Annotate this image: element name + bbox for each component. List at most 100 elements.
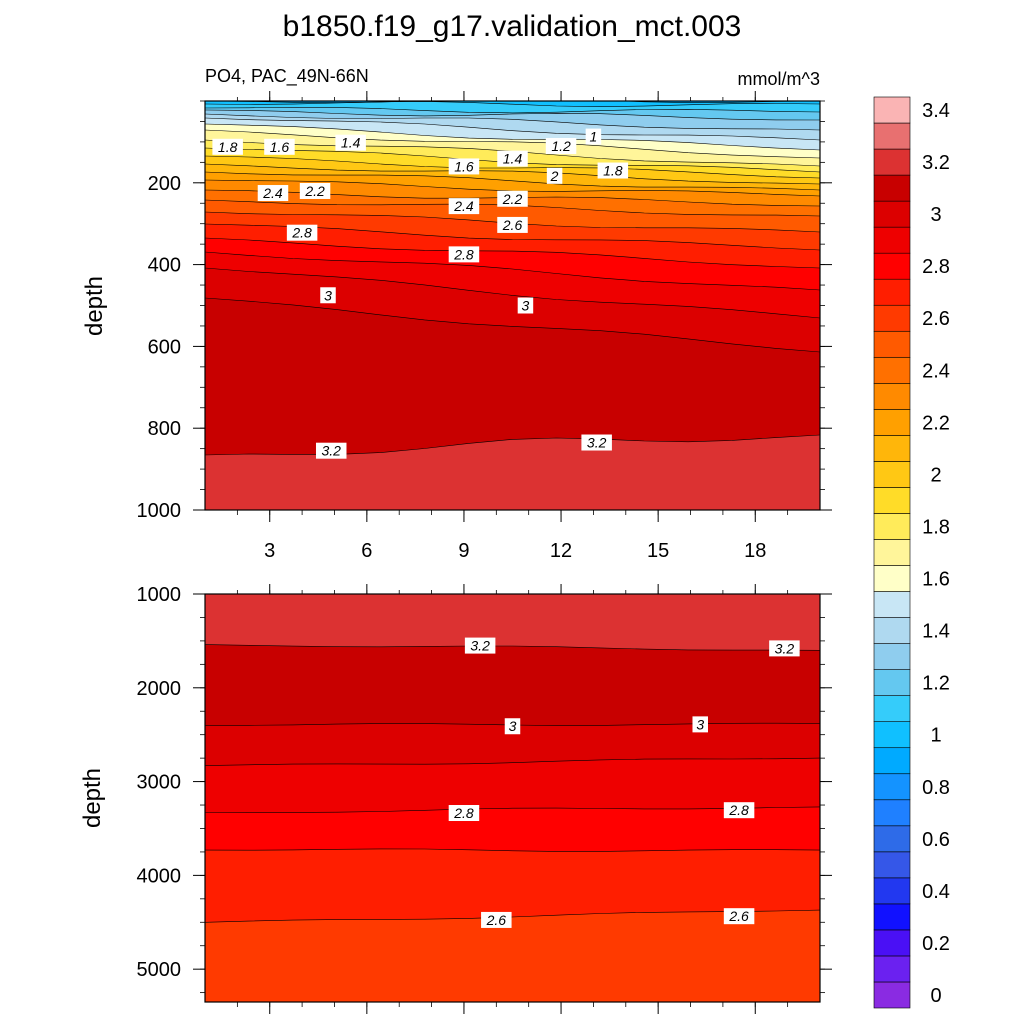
colorbar-swatch [873,461,911,488]
top-contour-label-text: 2.8 [291,225,312,241]
colorbar: 0 0.2 0.4 0.6 0.8 1 1.2 1.4 1.6 1.8 2 2.2 2.4 2.6 2.8 3… [873,96,950,1009]
colorbar-tick-label: 2.6 [922,308,950,330]
bottom-contour-label-text: 2.6 [728,908,749,924]
colorbar-swatch [873,435,911,462]
colorbar-tick-label: 2 [930,464,941,486]
bottom-contour-label: 3 [692,716,708,733]
colorbar-swatch [873,981,911,1009]
bottom-contour-label: 2.8 [723,802,755,819]
bottom-contour-label-bg [504,718,521,735]
bottom-contour-labels: 3.2 3.2 3 3 2.8 2.8 2.6 2.6 [448,637,800,928]
top-contour-label-bg [517,297,534,314]
top-contour-line [205,106,820,114]
bottom-contour-band [205,910,820,1002]
bottom-y-tick-label: 2000 [137,678,182,700]
bottom-contour-label-text: 3.2 [775,640,795,656]
top-contour-label: 1.4 [497,150,528,167]
top-contour-label-text: 1.6 [270,139,290,155]
top-contour-label-text: 2.2 [304,183,325,199]
colorbar-swatch [873,330,911,358]
top-contour-label-bg [257,185,289,202]
top-contour-label: 1.6 [448,158,480,175]
colorbar-tick-label: 3.2 [922,152,950,174]
bottom-contour-label-bg [464,637,496,654]
bottom-y-tick-label: 3000 [137,772,182,794]
top-contour-label: 2.2 [497,190,528,207]
top-contour-label-bg [546,167,563,184]
top-contour-label: 1.6 [264,138,295,155]
bottom-axes: 1000 2000 3000 4000 5000 [137,584,832,1014]
figure-title: b1850.f19_g17.validation_mct.003 [283,10,742,43]
colorbar-tick-label: 0.4 [922,881,950,903]
bottom-contour-fills [205,594,820,1002]
colorbar-swatch [873,643,911,670]
top-contour-line [205,155,820,179]
top-contour-label-text: 1.4 [341,135,361,151]
top-contour-line [205,113,820,131]
top-contour-label-text: 2.2 [502,191,523,207]
top-contour-label-bg [448,198,480,215]
top-contour-label: 2.8 [448,246,480,263]
top-contour-label: 2.6 [497,216,528,233]
top-contour-label: 2.4 [257,185,289,202]
top-contour-label-bg [497,216,528,233]
colorbar-swatch [873,721,911,749]
bottom-contour-label-bg [481,911,512,928]
bottom-contour-label-text: 2.6 [486,912,507,928]
top-contour-label-bg [286,224,318,241]
top-contour-label: 3 [517,297,534,314]
top-contour-label-text: 2.4 [262,185,283,201]
top-contour-line [205,163,820,185]
bottom-contour-line [205,806,820,813]
top-contour-label: 1.8 [597,162,629,179]
bottom-ylabel: depth [79,768,106,828]
top-contour-label-bg [597,162,629,179]
colorbar-swatch [873,591,911,618]
top-y-tick-label: 800 [148,418,181,440]
bottom-contour-label-text: 3 [696,716,704,732]
top-contour-label-text: 2.4 [453,198,474,214]
top-contour-label-text: 3.2 [587,435,607,451]
colorbar-tick-label: 2.8 [922,256,950,278]
colorbar-swatch [873,565,911,592]
top-x-tick-label: 3 [264,540,275,562]
top-contour-line [205,237,820,269]
top-subtitle-left: PO4, PAC_49N-66N [205,66,369,87]
colorbar-tick-label: 0.8 [922,777,950,799]
top-subtitle-right: mmol/m^3 [738,69,820,89]
top-contour-label-bg [545,137,577,154]
top-contour-label: 3.2 [315,442,347,459]
top-y-tick-label: 400 [148,255,181,277]
colorbar-swatch [873,148,911,176]
colorbar-swatch [873,903,911,931]
bottom-contour-label-bg [723,908,755,925]
colorbar-swatch [873,226,911,254]
bottom-contour-line [205,757,820,766]
top-x-tick-label: 15 [647,540,669,562]
top-contour-label-text: 2.6 [502,217,523,233]
top-contour-label: 3 [320,287,336,304]
bottom-contour-label: 3.2 [769,640,800,657]
top-contour-label-bg [299,182,331,199]
top-y-tick-label: 600 [148,336,181,358]
top-contour-panel: 1.8 1.6 1.4 1.2 1 1.6 1.4 2 1.8 2.4 2.2 2.4 2.2 2.6 2.… [137,91,832,562]
bottom-contour-label-bg [723,802,755,819]
top-contour-label-bg [315,442,347,459]
top-contour-label-text: 3 [522,298,530,314]
colorbar-swatch [873,747,911,775]
bottom-y-tick-label: 5000 [137,959,182,981]
top-contour-label-text: 1.6 [454,158,474,174]
bottom-contour-label-text: 2.8 [453,805,474,821]
top-contour-label-bg [448,158,480,175]
top-contour-label: 1.2 [545,137,577,154]
bottom-plot-frame [204,593,821,1003]
colorbar-swatch [873,356,911,384]
colorbar-swatch [873,200,911,228]
top-contour-label-text: 1.4 [503,151,523,167]
top-contour-label: 2.8 [286,224,318,241]
top-contour-label-bg [497,150,528,167]
colorbar-swatch [873,773,911,801]
top-contour-label-bg [497,190,528,207]
